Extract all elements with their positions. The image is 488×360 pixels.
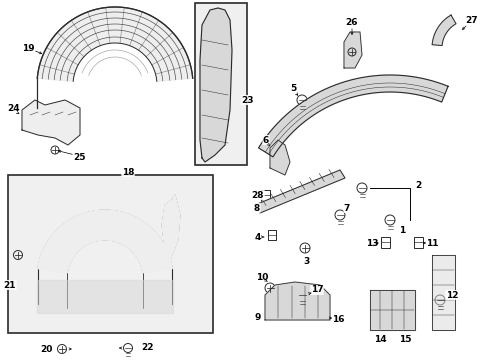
Polygon shape bbox=[22, 100, 80, 145]
Text: 19: 19 bbox=[21, 44, 34, 53]
Text: 22: 22 bbox=[142, 343, 154, 352]
Text: 21: 21 bbox=[4, 280, 16, 289]
Text: 15: 15 bbox=[398, 336, 410, 345]
Polygon shape bbox=[200, 8, 231, 162]
Polygon shape bbox=[37, 280, 173, 313]
Text: 5: 5 bbox=[289, 84, 296, 93]
Text: 26: 26 bbox=[345, 18, 358, 27]
Bar bbox=[380, 237, 389, 248]
Text: 13: 13 bbox=[365, 239, 378, 248]
Text: 17: 17 bbox=[310, 285, 323, 294]
Polygon shape bbox=[431, 15, 455, 46]
Text: 7: 7 bbox=[343, 203, 349, 212]
Text: 18: 18 bbox=[122, 167, 134, 176]
Polygon shape bbox=[343, 32, 361, 68]
Text: 9: 9 bbox=[254, 314, 261, 323]
Polygon shape bbox=[264, 282, 329, 320]
Text: 2: 2 bbox=[414, 180, 420, 189]
FancyBboxPatch shape bbox=[8, 175, 213, 333]
Bar bbox=[267, 230, 275, 240]
Polygon shape bbox=[37, 7, 192, 81]
Text: 16: 16 bbox=[331, 315, 344, 324]
Text: 12: 12 bbox=[445, 291, 457, 300]
Polygon shape bbox=[369, 290, 414, 330]
Text: 28: 28 bbox=[251, 190, 264, 199]
Bar bbox=[260, 189, 269, 201]
Text: 1: 1 bbox=[398, 225, 404, 234]
Text: 10: 10 bbox=[255, 274, 267, 283]
Text: 11: 11 bbox=[425, 239, 437, 248]
Polygon shape bbox=[38, 210, 172, 273]
Text: 20: 20 bbox=[40, 345, 52, 354]
Polygon shape bbox=[431, 255, 454, 330]
Text: 27: 27 bbox=[465, 15, 477, 24]
Text: 6: 6 bbox=[263, 135, 268, 144]
Polygon shape bbox=[258, 75, 447, 157]
Text: 23: 23 bbox=[241, 95, 254, 104]
Text: 24: 24 bbox=[8, 104, 20, 113]
Text: 4: 4 bbox=[254, 233, 261, 242]
Text: 14: 14 bbox=[373, 336, 386, 345]
Bar bbox=[413, 237, 422, 248]
Text: 3: 3 bbox=[303, 257, 309, 266]
FancyBboxPatch shape bbox=[195, 3, 246, 165]
Text: 25: 25 bbox=[74, 153, 86, 162]
Polygon shape bbox=[254, 170, 345, 213]
Text: 8: 8 bbox=[253, 203, 260, 212]
Polygon shape bbox=[269, 140, 289, 175]
Polygon shape bbox=[162, 195, 180, 260]
